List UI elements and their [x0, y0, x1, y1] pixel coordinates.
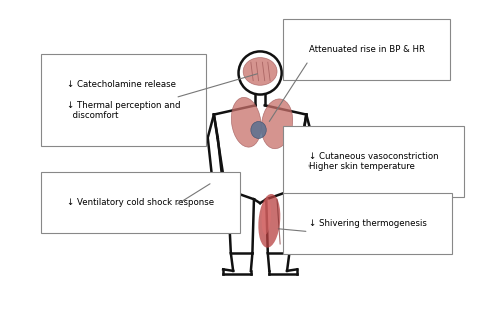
Ellipse shape: [243, 58, 277, 85]
Text: ↓ Cutaneous vasoconstriction
Higher skin temperature: ↓ Cutaneous vasoconstriction Higher skin…: [308, 151, 438, 171]
Ellipse shape: [232, 97, 261, 147]
Ellipse shape: [258, 194, 280, 248]
Text: Attenuated rise in BP & HR: Attenuated rise in BP & HR: [308, 45, 424, 54]
Ellipse shape: [251, 121, 266, 138]
FancyBboxPatch shape: [306, 158, 332, 182]
Text: ↓ Shivering thermogenesis: ↓ Shivering thermogenesis: [308, 219, 426, 228]
Ellipse shape: [262, 198, 271, 235]
Ellipse shape: [262, 99, 292, 149]
Text: ↓ Ventilatory cold shock response: ↓ Ventilatory cold shock response: [67, 198, 214, 207]
Text: ↓ Catecholamine release

↓ Thermal perception and
  discomfort: ↓ Catecholamine release ↓ Thermal percep…: [67, 80, 180, 120]
